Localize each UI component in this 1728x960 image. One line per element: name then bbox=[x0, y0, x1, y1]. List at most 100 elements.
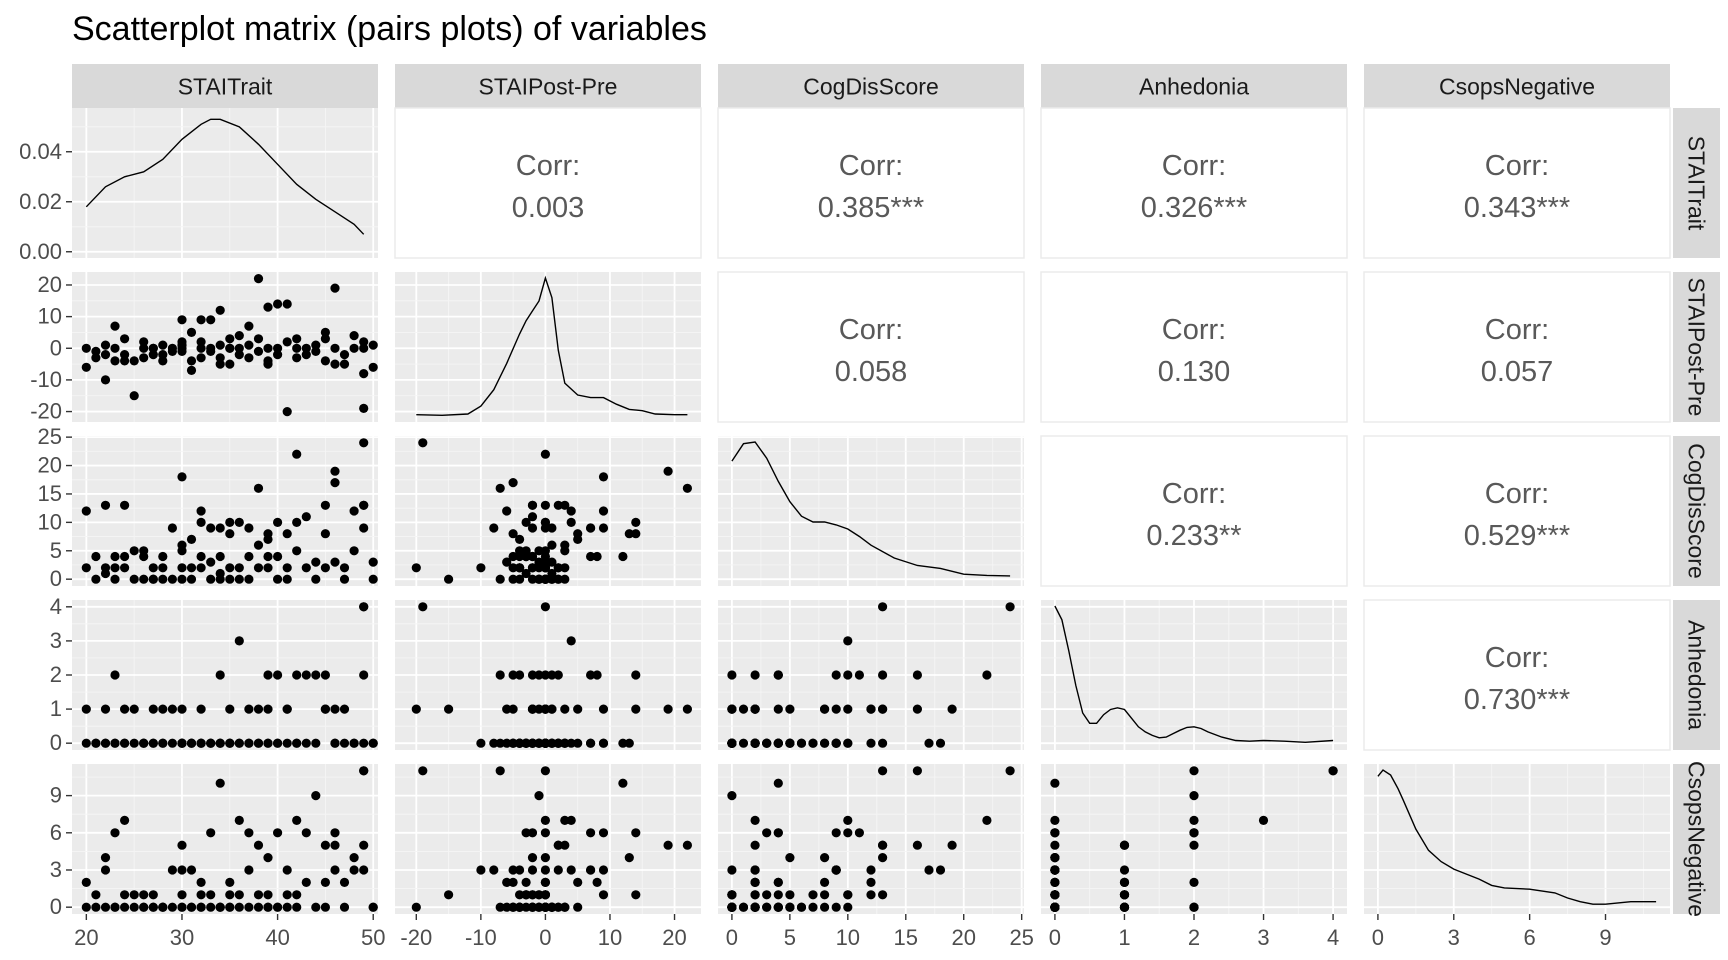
scatter-point bbox=[560, 704, 570, 714]
x-tick-label: 30 bbox=[170, 925, 194, 950]
scatter-point bbox=[244, 574, 254, 584]
matrix-panels: STAITrait STAIPost-Pre CogDisScore Anhedoni… bbox=[19, 64, 1720, 950]
scatter-point bbox=[508, 563, 518, 573]
scatter-point bbox=[785, 890, 795, 900]
scatter-point bbox=[527, 500, 538, 510]
scatter-point bbox=[206, 902, 216, 912]
chart-title: Scatterplot matrix (pairs plots) of vari… bbox=[72, 10, 707, 48]
scatter-point bbox=[540, 546, 551, 556]
scatter-point bbox=[631, 529, 641, 539]
scatter-point bbox=[808, 738, 818, 748]
scatter-point bbox=[139, 546, 149, 556]
scatter-point bbox=[225, 574, 235, 584]
panel-staitrait-staitrait bbox=[72, 108, 378, 258]
scatter-point bbox=[234, 815, 244, 826]
strip-top-background bbox=[718, 64, 1024, 109]
scatter-point bbox=[502, 877, 512, 888]
y-tick-label: 0.02 bbox=[19, 189, 62, 214]
scatter-point bbox=[785, 738, 795, 748]
scatter-point bbox=[586, 551, 596, 562]
scatter-point bbox=[1189, 791, 1199, 801]
scatter-point bbox=[292, 546, 302, 556]
scatter-point bbox=[515, 902, 525, 912]
scatter-point bbox=[177, 738, 187, 748]
scatter-point bbox=[234, 902, 244, 912]
scatter-point bbox=[320, 334, 330, 344]
scatter-point bbox=[508, 670, 518, 680]
scatter-point bbox=[573, 877, 583, 888]
scatter-point bbox=[273, 828, 283, 838]
scatter-point bbox=[339, 704, 350, 714]
strip-top-label: CsopsNegative bbox=[1439, 74, 1595, 100]
scatter-point bbox=[727, 865, 737, 875]
x-tick-label: 0 bbox=[1049, 925, 1061, 950]
scatter-point bbox=[418, 438, 428, 448]
panel-staitrait-staipost-pre: Corr: 0.003 bbox=[394, 107, 702, 259]
panel-staipost-pre-csopsnegative: Corr: 0.057 bbox=[1363, 271, 1671, 423]
y-axis-anhedonia: 0 1 2 3 4 bbox=[50, 594, 72, 755]
scatter-point bbox=[100, 704, 111, 714]
y-tick-label: 3 bbox=[50, 857, 62, 882]
scatter-point bbox=[81, 506, 91, 516]
scatter-point bbox=[1189, 766, 1199, 776]
corr-label: Corr: bbox=[839, 314, 903, 346]
scatter-point bbox=[186, 365, 197, 375]
scatter-point bbox=[1050, 778, 1060, 788]
scatter-point bbox=[206, 828, 216, 838]
panel-background bbox=[72, 764, 378, 914]
scatter-point bbox=[534, 546, 544, 556]
scatter-point bbox=[508, 574, 518, 584]
scatter-point bbox=[843, 902, 853, 912]
scatter-point bbox=[854, 828, 865, 838]
scatter-point bbox=[598, 704, 609, 714]
strip-right-label: Anhedonia bbox=[1684, 620, 1710, 730]
scatter-point bbox=[527, 738, 538, 748]
scatter-point bbox=[110, 574, 120, 584]
scatter-point bbox=[253, 483, 264, 493]
scatter-point bbox=[120, 902, 130, 912]
scatter-point bbox=[843, 738, 853, 748]
y-tick-label: 3 bbox=[50, 628, 62, 653]
scatter-point bbox=[196, 877, 206, 888]
scatter-point bbox=[330, 359, 340, 369]
scatter-point bbox=[120, 815, 130, 826]
scatter-point bbox=[196, 704, 206, 714]
scatter-point bbox=[282, 902, 292, 912]
scatter-point bbox=[359, 840, 369, 850]
scatter-point bbox=[738, 902, 749, 912]
scatter-point bbox=[773, 778, 783, 788]
corr-value: 0.730*** bbox=[1464, 684, 1570, 716]
scatter-point bbox=[139, 337, 149, 347]
scatter-point bbox=[592, 877, 602, 888]
scatter-point bbox=[521, 877, 531, 888]
scatter-point bbox=[750, 877, 760, 888]
scatter-point bbox=[301, 512, 311, 522]
scatter-point bbox=[663, 704, 673, 714]
x-axis-csopsnegative: 0 3 6 9 bbox=[1372, 914, 1612, 950]
scatter-point bbox=[785, 853, 795, 863]
scatter-point bbox=[339, 563, 350, 573]
strip-right-label: CsopsNegative bbox=[1684, 761, 1710, 917]
corr-panel-background bbox=[394, 107, 702, 259]
scatter-point bbox=[273, 738, 283, 748]
scatter-point bbox=[750, 840, 760, 850]
scatter-point bbox=[225, 563, 235, 573]
corr-value: 0.130 bbox=[1158, 356, 1231, 388]
scatter-point bbox=[785, 704, 795, 714]
scatter-point bbox=[762, 738, 772, 748]
scatter-point bbox=[631, 828, 641, 838]
scatter-point bbox=[912, 766, 923, 776]
scatter-point bbox=[1119, 890, 1130, 900]
strip-top-background bbox=[1364, 64, 1670, 109]
scatter-point bbox=[808, 902, 818, 912]
scatter-point bbox=[831, 670, 841, 680]
scatter-point bbox=[553, 563, 563, 573]
scatter-point bbox=[110, 670, 120, 680]
strip-top-label: CogDisScore bbox=[803, 74, 939, 100]
corr-panel-background bbox=[1040, 107, 1348, 259]
scatter-point bbox=[831, 738, 841, 748]
density-curve bbox=[1054, 605, 1334, 744]
scatter-point bbox=[273, 299, 283, 309]
corr-label: Corr: bbox=[1162, 150, 1226, 182]
